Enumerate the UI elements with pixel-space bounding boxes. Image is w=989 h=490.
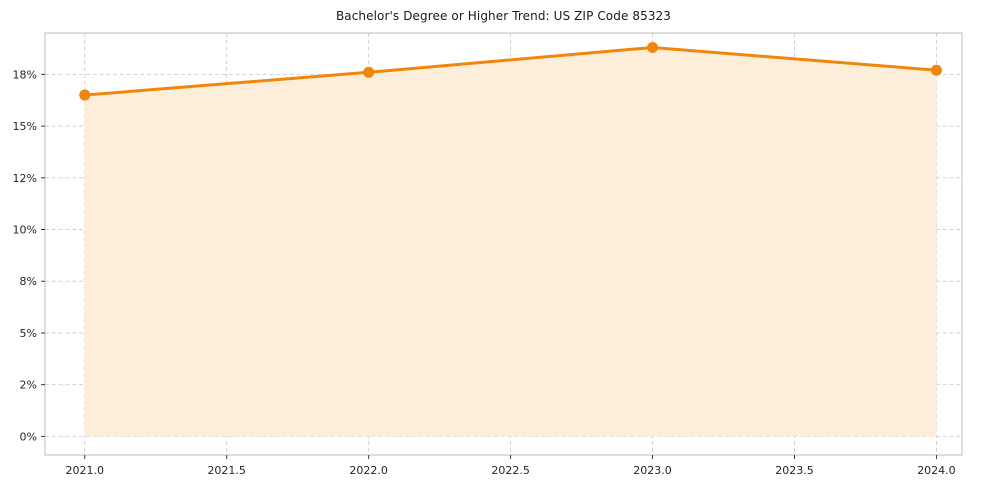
y-tick-label: 15% bbox=[13, 120, 37, 133]
y-tick-label: 0% bbox=[20, 430, 37, 443]
y-axis: 0% 2% 5% 8% 10% 12% 15% 18% bbox=[13, 68, 45, 443]
x-tick-label: 2022.5 bbox=[491, 464, 530, 477]
x-tick-label: 2024.0 bbox=[917, 464, 956, 477]
x-tick-label: 2022.0 bbox=[349, 464, 388, 477]
x-axis: 2021.0 2021.5 2022.0 2022.5 2023.0 2023.5 2024… bbox=[65, 455, 956, 477]
y-tick-label: 5% bbox=[20, 327, 37, 340]
data-point-marker bbox=[647, 41, 659, 53]
data-point-marker bbox=[930, 64, 942, 76]
x-tick-label: 2023.5 bbox=[775, 464, 814, 477]
data-point-marker bbox=[363, 66, 375, 78]
chart-title: Bachelor's Degree or Higher Trend: US ZI… bbox=[335, 9, 672, 23]
y-tick-label: 12% bbox=[13, 172, 37, 185]
y-tick-label: 10% bbox=[13, 224, 37, 237]
area-fill bbox=[84, 47, 937, 437]
x-tick-label: 2021.0 bbox=[65, 464, 104, 477]
trend-line bbox=[83, 45, 938, 97]
y-tick-label: 2% bbox=[20, 379, 37, 392]
y-tick-label: 18% bbox=[13, 68, 37, 81]
x-tick-label: 2021.5 bbox=[207, 464, 246, 477]
data-point-marker bbox=[79, 89, 91, 101]
y-tick-label: 8% bbox=[20, 275, 37, 288]
x-tick-label: 2023.0 bbox=[633, 464, 672, 477]
plot-border bbox=[44, 32, 963, 456]
data-points bbox=[79, 41, 942, 101]
